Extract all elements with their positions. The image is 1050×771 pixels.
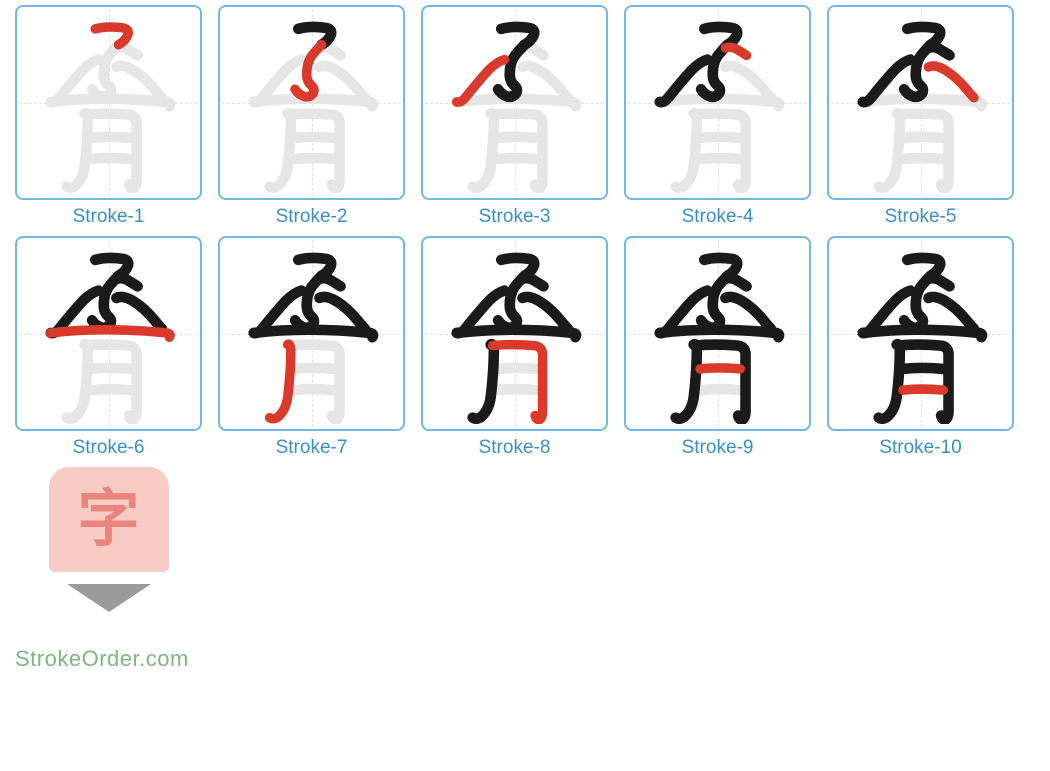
character-svg [227, 13, 397, 193]
stroke-grid: Stroke-1 Stroke-2 Stroke-3 Stroke-4 Stroke-5… [15, 5, 1035, 459]
stroke-label: Stroke-7 [276, 437, 348, 459]
stroke-label: Stroke-4 [682, 206, 754, 228]
logo-char: 字 [77, 489, 139, 551]
character-svg [24, 244, 194, 424]
logo: 字 [49, 467, 169, 616]
stroke-box [15, 236, 202, 431]
stroke-box [15, 5, 202, 200]
stroke-box [827, 5, 1014, 200]
stroke-label: Stroke-1 [73, 206, 145, 228]
stroke-box [218, 5, 405, 200]
stroke-label: Stroke-5 [885, 206, 957, 228]
stroke-box [421, 236, 608, 431]
stroke-row: Stroke-1 Stroke-2 Stroke-3 Stroke-4 Stroke-5 [15, 5, 1035, 228]
stroke-cell: Stroke-5 [827, 5, 1014, 228]
stroke-box [827, 236, 1014, 431]
page-container: Stroke-1 Stroke-2 Stroke-3 Stroke-4 Stroke-5… [0, 0, 1050, 682]
character-svg [227, 244, 397, 424]
stroke-cell: Stroke-1 [15, 5, 202, 228]
stroke-label: Stroke-3 [479, 206, 551, 228]
footer-row: 字 [15, 467, 1035, 616]
logo-cell: 字 [15, 467, 202, 616]
stroke-label: Stroke-9 [682, 437, 754, 459]
stroke-cell: Stroke-4 [624, 5, 811, 228]
character-svg [836, 13, 1006, 193]
pencil-tip-icon [49, 572, 169, 616]
character-svg [633, 244, 803, 424]
watermark-text: StrokeOrder.com [15, 646, 1035, 672]
stroke-cell: Stroke-6 [15, 236, 202, 459]
character-svg [836, 244, 1006, 424]
logo-badge: 字 [49, 467, 169, 572]
stroke-box [421, 5, 608, 200]
stroke-label: Stroke-8 [479, 437, 551, 459]
stroke-label: Stroke-10 [879, 437, 961, 459]
stroke-cell: Stroke-8 [421, 236, 608, 459]
stroke-label: Stroke-2 [276, 206, 348, 228]
stroke-label: Stroke-6 [73, 437, 145, 459]
character-svg [430, 244, 600, 424]
stroke-box [624, 5, 811, 200]
stroke-cell: Stroke-10 [827, 236, 1014, 459]
stroke-box [218, 236, 405, 431]
stroke-row: Stroke-6 Stroke-7 Stroke-8 Stroke-9 Stroke-1… [15, 236, 1035, 459]
stroke-cell: Stroke-7 [218, 236, 405, 459]
stroke-box [624, 236, 811, 431]
character-svg [24, 13, 194, 193]
character-svg [633, 13, 803, 193]
stroke-cell: Stroke-2 [218, 5, 405, 228]
character-svg [430, 13, 600, 193]
stroke-cell: Stroke-9 [624, 236, 811, 459]
stroke-cell: Stroke-3 [421, 5, 608, 228]
